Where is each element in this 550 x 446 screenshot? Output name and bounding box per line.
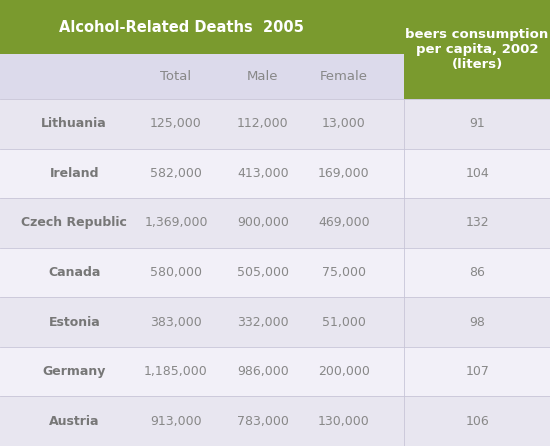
Text: 413,000: 413,000 bbox=[237, 167, 289, 180]
Text: 51,000: 51,000 bbox=[322, 316, 366, 329]
Text: 986,000: 986,000 bbox=[237, 365, 289, 378]
Bar bbox=[0, 347, 404, 396]
Text: 86: 86 bbox=[470, 266, 485, 279]
Bar bbox=[0, 54, 404, 99]
Text: 1,185,000: 1,185,000 bbox=[144, 365, 208, 378]
Text: 332,000: 332,000 bbox=[237, 316, 289, 329]
Text: 913,000: 913,000 bbox=[150, 415, 202, 428]
Text: Ireland: Ireland bbox=[50, 167, 99, 180]
Text: 107: 107 bbox=[465, 365, 490, 378]
Text: 900,000: 900,000 bbox=[237, 216, 289, 229]
Text: 130,000: 130,000 bbox=[318, 415, 370, 428]
Bar bbox=[0, 198, 404, 248]
Text: 200,000: 200,000 bbox=[318, 365, 370, 378]
Text: 125,000: 125,000 bbox=[150, 117, 202, 130]
Text: 582,000: 582,000 bbox=[150, 167, 202, 180]
Text: 75,000: 75,000 bbox=[322, 266, 366, 279]
Bar bbox=[404, 149, 550, 198]
Bar bbox=[404, 198, 550, 248]
Bar bbox=[0, 149, 404, 198]
Text: 104: 104 bbox=[465, 167, 490, 180]
Text: Canada: Canada bbox=[48, 266, 101, 279]
Text: 112,000: 112,000 bbox=[237, 117, 289, 130]
Bar bbox=[404, 248, 550, 297]
Text: Alcohol-Related Deaths  2005: Alcohol-Related Deaths 2005 bbox=[59, 20, 304, 35]
Bar bbox=[0, 0, 404, 54]
Text: 469,000: 469,000 bbox=[318, 216, 370, 229]
Text: 132: 132 bbox=[466, 216, 489, 229]
Text: Germany: Germany bbox=[42, 365, 106, 378]
Text: Male: Male bbox=[247, 70, 279, 83]
Bar bbox=[0, 248, 404, 297]
Text: 106: 106 bbox=[465, 415, 490, 428]
Bar bbox=[404, 396, 550, 446]
Text: Female: Female bbox=[320, 70, 368, 83]
Text: 580,000: 580,000 bbox=[150, 266, 202, 279]
Text: 505,000: 505,000 bbox=[237, 266, 289, 279]
Bar bbox=[404, 297, 550, 347]
Bar bbox=[0, 99, 404, 149]
Text: 783,000: 783,000 bbox=[237, 415, 289, 428]
Text: beers consumption
per capita, 2002
(liters): beers consumption per capita, 2002 (lite… bbox=[405, 28, 549, 71]
Text: Total: Total bbox=[161, 70, 191, 83]
Text: 91: 91 bbox=[470, 117, 485, 130]
Text: Austria: Austria bbox=[49, 415, 100, 428]
Bar bbox=[404, 347, 550, 396]
Text: Czech Republic: Czech Republic bbox=[21, 216, 127, 229]
Text: Estonia: Estonia bbox=[48, 316, 100, 329]
Bar bbox=[0, 396, 404, 446]
Bar bbox=[404, 0, 550, 99]
Text: 13,000: 13,000 bbox=[322, 117, 366, 130]
Text: 383,000: 383,000 bbox=[150, 316, 202, 329]
Bar bbox=[0, 297, 404, 347]
Text: 98: 98 bbox=[470, 316, 485, 329]
Text: 1,369,000: 1,369,000 bbox=[144, 216, 208, 229]
Bar bbox=[404, 99, 550, 149]
Text: Lithuania: Lithuania bbox=[41, 117, 107, 130]
Text: 169,000: 169,000 bbox=[318, 167, 370, 180]
